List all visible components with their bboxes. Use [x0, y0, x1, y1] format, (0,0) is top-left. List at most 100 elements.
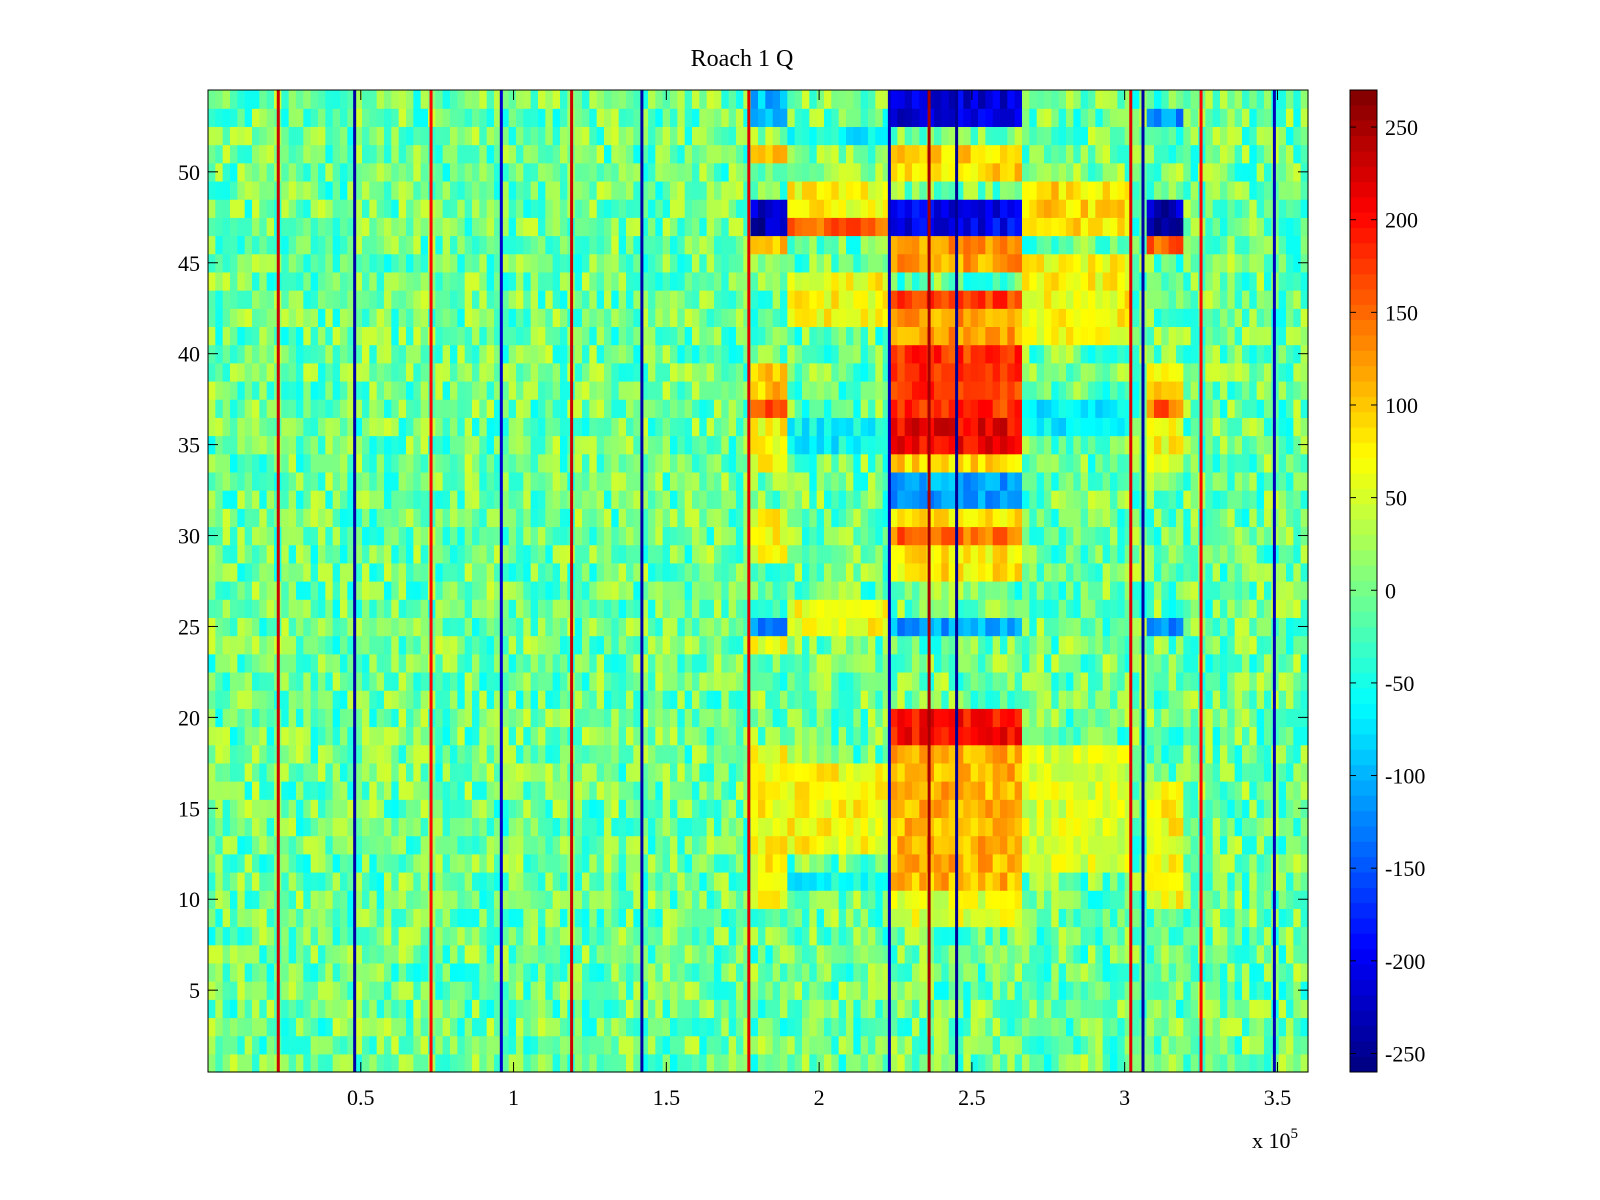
heatmap-cell — [809, 490, 818, 509]
heatmap-cell — [706, 999, 715, 1019]
heatmap-cell — [1007, 817, 1016, 837]
heatmap-cell — [596, 708, 605, 728]
heatmap-cell — [802, 508, 810, 528]
heatmap-cell — [574, 671, 583, 691]
heatmap-cell — [1168, 599, 1177, 618]
heatmap-cell — [816, 1017, 825, 1037]
heatmap-cell — [618, 544, 627, 564]
heatmap-cell — [904, 981, 913, 1000]
heatmap-cell — [728, 490, 737, 509]
heatmap-cell — [1014, 490, 1023, 509]
heatmap-cell — [1124, 981, 1133, 1000]
heatmap-cell — [1256, 944, 1265, 964]
heatmap-cell — [1007, 981, 1016, 1000]
heatmap-cell — [787, 599, 796, 618]
heatmap-cell — [391, 1017, 400, 1037]
heatmap-cell — [332, 799, 341, 819]
heatmap-cell — [230, 853, 238, 873]
heatmap-cell — [1095, 1017, 1104, 1037]
heatmap-cell — [882, 890, 891, 909]
heatmap-cell — [1080, 1017, 1089, 1037]
heatmap-cell — [354, 1017, 363, 1037]
heatmap-cell — [816, 962, 825, 982]
heatmap-cell — [486, 471, 495, 491]
heatmap-cell — [266, 653, 275, 673]
heatmap-cell — [406, 781, 414, 800]
heatmap-cell — [1029, 926, 1038, 946]
heatmap-cell — [1286, 471, 1294, 491]
heatmap-cell — [1117, 853, 1126, 873]
heatmap-cell — [640, 653, 649, 673]
heatmap-cell — [1007, 726, 1016, 746]
heatmap-cell — [596, 653, 605, 673]
heatmap-cell — [956, 1035, 964, 1055]
heatmap-cell — [1095, 508, 1104, 528]
heatmap-cell — [985, 653, 994, 673]
heatmap-cell — [750, 544, 759, 564]
heatmap-cell — [1242, 944, 1250, 964]
heatmap-cell — [303, 708, 312, 728]
heatmap-cell — [1234, 671, 1243, 691]
heatmap-cell — [890, 508, 898, 528]
heatmap-cell — [1212, 617, 1221, 637]
heatmap-cell — [611, 908, 620, 928]
heatmap-cell — [926, 544, 935, 564]
heatmap-cell — [457, 999, 466, 1019]
heatmap-cell — [589, 926, 598, 946]
heatmap-cell — [706, 762, 715, 782]
heatmap-cell — [736, 781, 744, 800]
heatmap-cell — [956, 599, 964, 618]
heatmap-cell — [1300, 762, 1309, 782]
heatmap-cell — [1168, 981, 1177, 1000]
heatmap-cell — [758, 581, 766, 600]
heatmap-cell — [816, 1035, 825, 1055]
heatmap-cell — [545, 726, 554, 746]
heatmap-cell — [464, 871, 473, 891]
heatmap-cell — [948, 526, 957, 546]
heatmap-cell — [406, 581, 414, 600]
heatmap-cell — [882, 799, 891, 819]
heatmap-cell — [310, 944, 319, 964]
heatmap-cell — [384, 1053, 392, 1073]
heatmap-cell — [538, 853, 546, 873]
heatmap-cell — [332, 581, 341, 600]
heatmap-cell — [244, 908, 253, 928]
heatmap-cell — [376, 1053, 385, 1073]
heatmap-cell — [318, 944, 326, 964]
heatmap-cell — [545, 799, 554, 819]
heatmap-cell — [926, 1053, 935, 1073]
heatmap-cell — [508, 653, 517, 673]
heatmap-cell — [1278, 926, 1287, 946]
heatmap-cell — [1110, 1053, 1118, 1073]
heatmap-cell — [1286, 853, 1294, 873]
heatmap-cell — [985, 1017, 994, 1037]
heatmap-cell — [589, 544, 598, 564]
heatmap-cell — [684, 581, 693, 600]
heatmap-cell — [1293, 817, 1302, 837]
heatmap-cell — [288, 999, 297, 1019]
heatmap-cell — [1154, 617, 1162, 637]
heatmap-cell — [354, 453, 363, 473]
heatmap-cell — [655, 544, 664, 564]
heatmap-cell — [376, 1035, 385, 1055]
heatmap-cell — [281, 471, 290, 491]
heatmap-cell — [831, 581, 840, 600]
heatmap-cell — [252, 635, 260, 655]
heatmap-cell — [552, 708, 561, 728]
heatmap-cell — [816, 708, 825, 728]
heatmap-cell — [281, 544, 290, 564]
heatmap-cell — [523, 490, 532, 509]
heatmap-cell — [1066, 617, 1074, 637]
heatmap-cell — [1154, 599, 1162, 618]
heatmap-cell — [479, 1053, 488, 1073]
heatmap-cell — [266, 853, 275, 873]
heatmap-cell — [516, 562, 524, 582]
heatmap-cell — [758, 762, 766, 782]
heatmap-cell — [589, 817, 598, 837]
heatmap-cell — [1212, 653, 1221, 673]
heatmap-cell — [545, 544, 554, 564]
heatmap-cell — [310, 581, 319, 600]
heatmap-cell — [589, 799, 598, 819]
heatmap-cell — [882, 926, 891, 946]
heatmap-cell — [1278, 599, 1287, 618]
